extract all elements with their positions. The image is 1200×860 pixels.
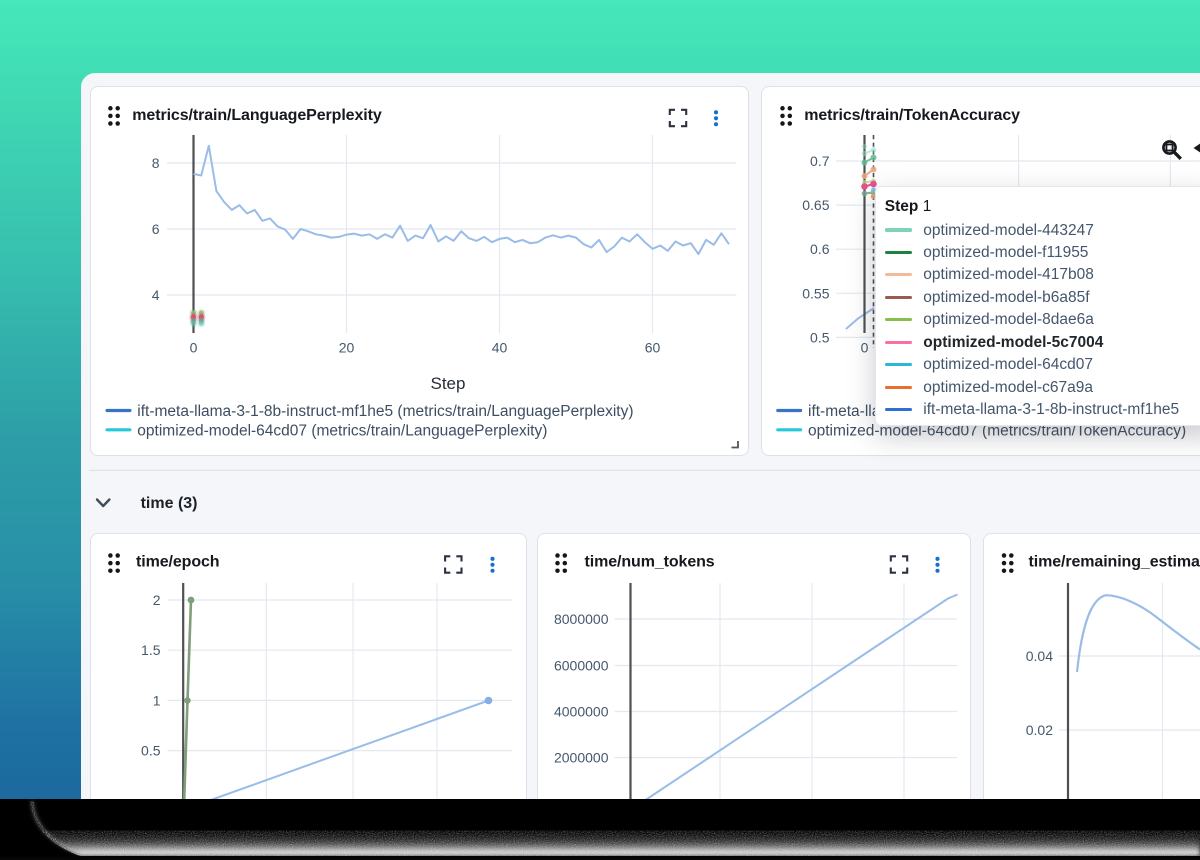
svg-text:8000000: 8000000: [554, 611, 609, 627]
svg-text:0.5: 0.5: [810, 329, 830, 345]
svg-text:0.7: 0.7: [810, 153, 830, 169]
svg-text:4000000: 4000000: [554, 704, 609, 720]
svg-text:time (3): time (3): [141, 495, 198, 512]
svg-text:metrics/train/TokenAccuracy: metrics/train/TokenAccuracy: [804, 107, 1020, 124]
svg-text:1.5: 1.5: [141, 642, 161, 658]
svg-text:2000000: 2000000: [554, 750, 609, 766]
svg-text:4: 4: [152, 287, 160, 303]
svg-text:0.04: 0.04: [1026, 648, 1053, 664]
svg-text:8: 8: [152, 155, 160, 171]
svg-text:0.65: 0.65: [802, 197, 829, 213]
svg-text:60: 60: [645, 340, 661, 356]
svg-text:0: 0: [190, 340, 198, 356]
svg-text:0.55: 0.55: [802, 285, 829, 301]
svg-text:6: 6: [152, 221, 160, 237]
svg-text:optimized-model-64cd07 (metric: optimized-model-64cd07 (metrics/train/La…: [137, 422, 547, 439]
svg-text:time/num_tokens: time/num_tokens: [585, 554, 715, 571]
svg-text:0.02: 0.02: [1026, 722, 1053, 738]
svg-text:1: 1: [153, 692, 161, 708]
svg-text:0: 0: [861, 340, 869, 356]
svg-text:0.5: 0.5: [141, 743, 161, 759]
svg-text:2: 2: [153, 592, 161, 608]
svg-text:40: 40: [492, 340, 508, 356]
svg-text:0.6: 0.6: [810, 241, 830, 257]
svg-text:20: 20: [339, 340, 355, 356]
svg-text:ift-meta-llama-3-1-8b-instruct: ift-meta-llama-3-1-8b-instruct-mf1he5 (m…: [137, 403, 633, 420]
svg-text:optimized-model-64cd07 (metric: optimized-model-64cd07 (metrics/train/To…: [808, 422, 1186, 439]
svg-text:Step: Step: [431, 374, 466, 393]
svg-text:6000000: 6000000: [554, 658, 609, 674]
svg-text:time/remaining_estimate: time/remaining_estimate: [1029, 554, 1200, 571]
svg-text:metrics/train/LanguagePerplexi: metrics/train/LanguagePerplexity: [132, 107, 382, 124]
svg-text:time/epoch: time/epoch: [136, 554, 219, 571]
